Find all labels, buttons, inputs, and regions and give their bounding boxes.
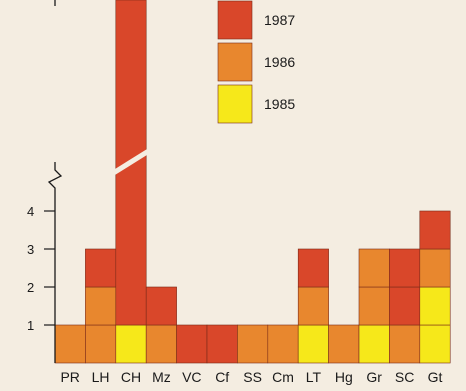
- category-label: CH: [121, 369, 141, 385]
- category-label: LH: [92, 369, 110, 385]
- bar-segment-1985-Gt: [419, 324, 451, 364]
- category-label: Gt: [428, 369, 443, 385]
- bar-segment-1987-LH: [85, 248, 117, 288]
- y-tick-label: 1: [27, 318, 34, 333]
- y-axis-line: [47, 162, 63, 363]
- bar-segment-1987-SC: [389, 286, 421, 326]
- category-label: SS: [243, 369, 262, 385]
- bar-segment-1985-Gr: [358, 324, 390, 364]
- category-label: Cm: [272, 369, 294, 385]
- category-label: LT: [306, 369, 322, 385]
- category-label: Cf: [215, 369, 229, 385]
- category-labels: PR LH CH Mz VC Cf SS Cm LT Hg Gr SC Gt: [60, 369, 442, 385]
- legend-swatch-1985: [217, 84, 253, 124]
- category-label: Hg: [335, 369, 353, 385]
- y-tick-label: 3: [27, 242, 34, 257]
- legend-swatch-1986: [217, 42, 253, 82]
- legend-label-1986: 1986: [264, 54, 295, 70]
- bar-segment-1986-LT: [297, 286, 329, 326]
- bar-segment-1985-LT: [297, 324, 329, 364]
- bar-segment-1986-SC: [389, 324, 421, 364]
- bar-segment-1985-Gt: [419, 286, 451, 326]
- category-label: SC: [395, 369, 414, 385]
- category-label: Mz: [152, 369, 171, 385]
- y-axis: 1 2 3 4: [27, 0, 63, 363]
- bars-group: [54, 0, 451, 364]
- legend: 1987 1986 1985: [217, 0, 295, 124]
- bar-segment-1987-VC: [176, 324, 208, 364]
- axis-break-slash: [110, 147, 152, 177]
- bar-segment-1987-Mz: [145, 286, 177, 326]
- bar-segment-1986-SS: [237, 324, 269, 364]
- legend-label-1987: 1987: [264, 12, 295, 28]
- legend-label-1985: 1985: [264, 96, 295, 112]
- bar-segment-1986-LH: [85, 324, 117, 364]
- bar-segment-1986-Hg: [328, 324, 360, 364]
- bar-segment-1986-Mz: [145, 324, 177, 364]
- bar-segment-1987-LT: [297, 248, 329, 288]
- y-tick-label: 2: [27, 280, 34, 295]
- bar-segment-1986-Gr: [358, 286, 390, 326]
- bar-segment-1986-PR: [54, 324, 86, 364]
- bar-segment-1986-Cm: [267, 324, 299, 364]
- category-label: PR: [60, 369, 79, 385]
- category-label: VC: [182, 369, 201, 385]
- bar-segment-1987-SC: [389, 248, 421, 288]
- bar-segment-1987-Gt: [419, 210, 451, 250]
- bar-segment-1985-CH: [115, 324, 147, 364]
- legend-swatch-1987: [217, 0, 253, 40]
- bar-segment-1987-Cf: [206, 324, 238, 364]
- y-tick-label: 4: [27, 204, 34, 219]
- bar-segment-1986-Gr: [358, 248, 390, 288]
- bar-segment-1986-Gt: [419, 248, 451, 288]
- category-label: Gr: [366, 369, 382, 385]
- bar-segment-1986-LH: [85, 286, 117, 326]
